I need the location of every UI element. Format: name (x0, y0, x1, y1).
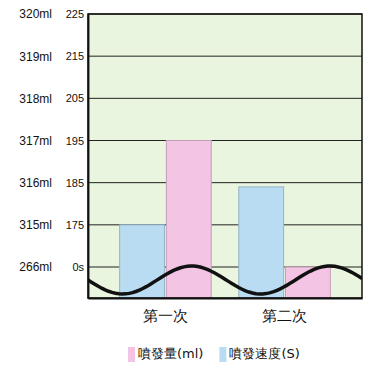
y2-axis: 0s 175 185 195 205 215 225 (66, 8, 89, 298)
legend-swatch (128, 347, 135, 362)
y2-tick-label: 215 (66, 50, 84, 62)
y2-tick-label: 225 (66, 8, 84, 20)
y-tick: 266ml (19, 260, 88, 274)
y2-tick: 205 (66, 92, 88, 104)
decorative-wave (88, 266, 362, 294)
legend: 噴發量(ml) 噴發速度(S) (128, 346, 300, 362)
y-tick: 316ml (19, 176, 88, 190)
y-tick-label: 317ml (19, 134, 52, 148)
chart: 266ml 315ml 316ml 317ml 318ml 319ml 320ml 0s 175… (0, 0, 377, 378)
bar (239, 187, 284, 298)
plot-background (88, 14, 362, 298)
y2-axis-line (88, 15, 90, 299)
y2-tick-label: 0s (72, 261, 84, 273)
y2-tick: 215 (66, 50, 88, 62)
grid-line (88, 182, 362, 183)
y-tick: 320ml (19, 7, 88, 21)
y-tick-label: 318ml (19, 92, 52, 106)
y-tick-label: 320ml (19, 7, 52, 21)
y-tick: 315ml (19, 218, 88, 232)
legend-label: 噴發量(ml) (138, 346, 203, 361)
bar (166, 141, 211, 299)
y-tick-label: 266ml (19, 260, 52, 274)
y2-tick: 195 (66, 135, 88, 147)
y-tick-label: 316ml (19, 176, 52, 190)
legend-item: 噴發速度(S) (219, 346, 299, 362)
y-axis: 266ml 315ml 316ml 317ml 318ml 319ml 320ml (19, 7, 88, 298)
y-tick: 319ml (19, 50, 88, 64)
y2-tick-label: 195 (66, 135, 84, 147)
y2-tick: 225 (66, 8, 88, 20)
legend-item: 噴發量(ml) (128, 346, 203, 362)
x-axis-line (89, 298, 363, 300)
y2-tick-label: 205 (66, 92, 84, 104)
y-tick: 318ml (19, 92, 88, 106)
y2-tick: 185 (66, 177, 88, 189)
y2-tick: 0s (72, 261, 88, 273)
y2-tick-label: 185 (66, 177, 84, 189)
x-tick-label: 第一次 (143, 307, 188, 324)
grid-line (88, 98, 362, 99)
legend-label: 噴發速度(S) (229, 346, 299, 361)
grid-line (88, 56, 362, 57)
bars (88, 141, 362, 299)
y-axis-line (88, 15, 90, 299)
x-tick: 第一次 (143, 298, 188, 324)
grid-line (88, 140, 362, 141)
y-tick-label: 319ml (19, 50, 52, 64)
x-tick-label: 第二次 (262, 307, 307, 324)
y2-tick-label: 175 (66, 219, 84, 231)
plot-frame (88, 14, 362, 298)
legend-swatch (219, 347, 226, 362)
y-tick-label: 315ml (19, 218, 52, 232)
y2-tick: 175 (66, 219, 88, 231)
y-tick: 317ml (19, 134, 88, 148)
x-axis: 第一次 第二次 (89, 298, 363, 324)
x-tick: 第二次 (262, 298, 307, 324)
